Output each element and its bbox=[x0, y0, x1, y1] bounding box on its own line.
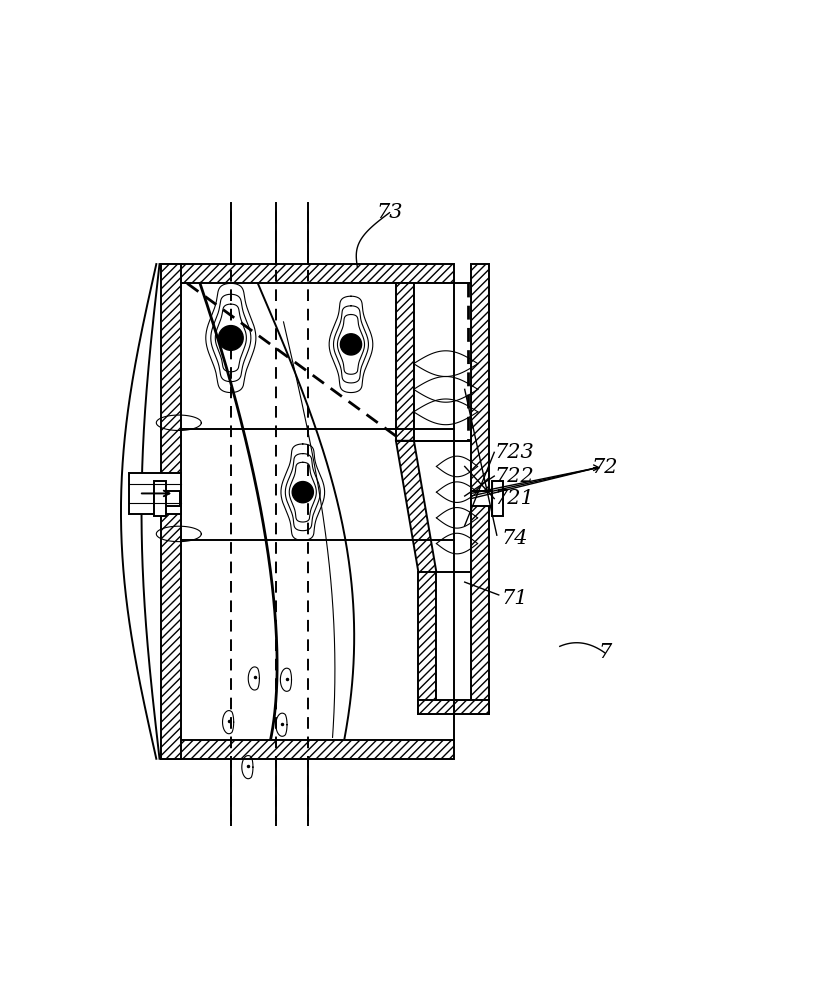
Polygon shape bbox=[154, 481, 166, 516]
Polygon shape bbox=[418, 572, 436, 714]
Circle shape bbox=[340, 334, 361, 355]
Text: 73: 73 bbox=[376, 203, 402, 222]
Text: 72: 72 bbox=[591, 458, 617, 477]
Polygon shape bbox=[436, 572, 470, 700]
Polygon shape bbox=[161, 264, 181, 759]
Circle shape bbox=[291, 482, 313, 503]
Polygon shape bbox=[418, 700, 489, 714]
Polygon shape bbox=[154, 491, 180, 506]
Polygon shape bbox=[470, 264, 489, 714]
Text: 721: 721 bbox=[494, 489, 534, 508]
Text: 722: 722 bbox=[494, 467, 534, 486]
Text: 723: 723 bbox=[494, 443, 534, 462]
Polygon shape bbox=[181, 283, 453, 740]
Text: 74: 74 bbox=[501, 529, 527, 548]
Polygon shape bbox=[470, 491, 503, 506]
Polygon shape bbox=[396, 283, 413, 441]
Polygon shape bbox=[161, 264, 453, 283]
Polygon shape bbox=[413, 283, 470, 441]
Polygon shape bbox=[491, 481, 503, 516]
Polygon shape bbox=[396, 441, 436, 572]
Text: 7: 7 bbox=[598, 643, 610, 662]
Circle shape bbox=[219, 326, 243, 350]
Text: 71: 71 bbox=[501, 589, 527, 608]
Polygon shape bbox=[161, 740, 453, 759]
Polygon shape bbox=[129, 473, 181, 514]
